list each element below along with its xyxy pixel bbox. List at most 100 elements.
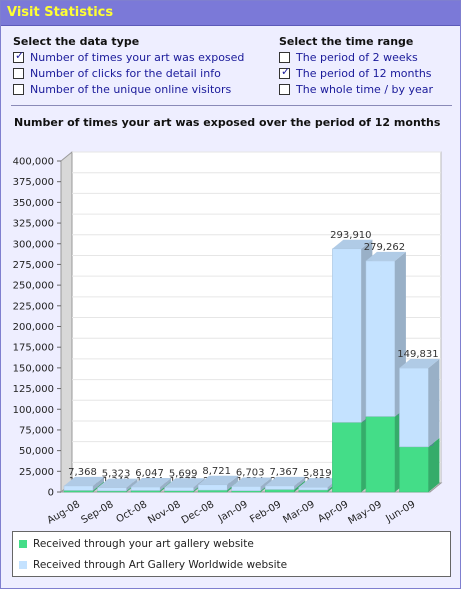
x-tick-label: Nov-08 <box>146 499 182 526</box>
y-tick-label: 75,000 <box>19 425 54 436</box>
bar-segment-side <box>294 480 306 492</box>
y-tick-label: 400,000 <box>13 157 54 168</box>
option-label: The period of 2 weeks <box>296 51 418 64</box>
option-label: Number of times your art was exposed <box>30 51 245 64</box>
option-times-exposed[interactable]: ✓ Number of times your art was exposed <box>13 49 245 65</box>
checkbox-unique-visitors[interactable] <box>13 84 24 95</box>
bar-segment <box>231 486 261 491</box>
option-unique-visitors[interactable]: Number of the unique online visitors <box>13 82 231 97</box>
bar-segment-side <box>428 359 440 447</box>
time-range-heading: Select the time range <box>279 35 414 48</box>
data-label-total: 6,047 <box>135 468 164 479</box>
bar-segment <box>265 485 295 490</box>
x-tick-label: Jun-09 <box>383 499 417 525</box>
y-tick-label: 375,000 <box>13 177 54 188</box>
bar-segment-top <box>265 476 306 486</box>
checkbox-detail-clicks[interactable] <box>13 68 24 79</box>
x-tick-label: Aug-08 <box>45 499 82 526</box>
bar-segment-side <box>126 478 138 491</box>
title-bar: Visit Statistics <box>1 1 460 26</box>
bar-segment <box>399 446 429 493</box>
option-12-months[interactable]: ✓ The period of 12 months <box>279 65 432 81</box>
y-tick-label: 225,000 <box>13 301 54 312</box>
bar-segment <box>332 248 362 423</box>
y-tick-label: 100,000 <box>13 405 54 416</box>
plot-side-wall <box>60 150 73 494</box>
bar-segment <box>164 487 194 491</box>
option-label: The period of 12 months <box>296 67 432 80</box>
checkbox-whole-time[interactable] <box>279 84 290 95</box>
x-tick-label: Feb-09 <box>248 499 283 526</box>
exposure-chart: 0 25,000 50,000 75,000 100,000 125,000 150,000… <box>13 150 443 527</box>
bar-segment-side <box>294 476 306 490</box>
bar-segment-top <box>131 477 172 487</box>
bar-segment-top <box>97 478 138 488</box>
bar-segment-top <box>164 478 205 488</box>
divider <box>11 105 452 106</box>
option-label: Number of the unique online visitors <box>30 83 232 96</box>
option-detail-clicks[interactable]: Number of clicks for the detail info <box>13 66 221 81</box>
data-label-total: 279,262 <box>364 242 405 253</box>
checkmark-icon: ✓ <box>15 49 25 62</box>
data-label-total: 5,699 <box>169 468 198 479</box>
data-label-total: 6,703 <box>236 467 265 478</box>
y-tick-label: 200,000 <box>13 322 54 333</box>
y-tick-label: 25,000 <box>19 467 54 478</box>
bar-segment <box>298 486 329 491</box>
option-whole-time[interactable]: The whole time / by year <box>279 82 433 97</box>
legend-item-gallery: Received through your art gallery websit… <box>19 538 254 550</box>
x-tick-label: Dec-08 <box>180 499 216 526</box>
legend-label-gallery: Received through your art gallery websit… <box>33 538 254 550</box>
legend-swatch-gallery <box>19 540 27 548</box>
data-label-total: 5,819 <box>303 468 332 479</box>
bar-segment <box>97 487 127 492</box>
bar-segment-top <box>332 239 373 249</box>
bar-segment <box>197 489 228 493</box>
bar-segment <box>332 422 362 493</box>
y-tick-label: 275,000 <box>13 260 54 271</box>
bar-segment-side <box>93 476 104 491</box>
bar-segment <box>63 485 94 491</box>
x-tick-label: Jan-09 <box>216 499 250 525</box>
x-tick-label: Mar-09 <box>281 499 316 526</box>
bar-segment-side <box>428 437 440 492</box>
bar-segment-top <box>231 477 272 487</box>
legend-label-worldwide: Received through Art Gallery Worldwide w… <box>33 559 288 571</box>
bar-segment-side <box>227 475 239 491</box>
checkbox-2-weeks[interactable] <box>279 52 290 63</box>
bar-segment-top <box>198 475 239 485</box>
x-tick-label: May-09 <box>347 499 384 527</box>
y-tick-label: 250,000 <box>13 281 54 292</box>
data-label-total: 8,721 <box>202 466 231 477</box>
bar-segment <box>365 260 396 417</box>
checkbox-12-months[interactable]: ✓ <box>279 65 290 79</box>
chart-legend: Received through your art gallery websit… <box>12 531 451 577</box>
bar-segment-top <box>399 359 440 369</box>
bar-segment-side <box>160 477 172 491</box>
chart-heading: Number of times your art was exposed ove… <box>14 116 441 129</box>
option-label: Number of clicks for the detail info <box>30 67 221 80</box>
bar-segment <box>130 486 161 491</box>
bar-segment-top <box>298 478 339 488</box>
bar-segment-side <box>93 481 104 492</box>
y-tick-label: 350,000 <box>13 198 54 209</box>
window-title: Visit Statistics <box>7 5 114 20</box>
data-label-total: 5,323 <box>102 469 131 480</box>
data-label-total: 7,368 <box>68 467 97 478</box>
y-tick-label: 50,000 <box>19 446 54 457</box>
option-label: The whole time / by year <box>296 83 434 96</box>
bar-segment-side <box>260 477 272 491</box>
bar-segment <box>298 489 329 493</box>
y-tick-label: 125,000 <box>13 384 54 395</box>
x-tick-label: Oct-08 <box>114 499 149 525</box>
bar-segment <box>399 367 429 448</box>
checkbox-times-exposed[interactable]: ✓ <box>13 49 25 63</box>
data-label-total: 149,831 <box>397 349 438 360</box>
bar-segment-top <box>365 251 406 261</box>
bar-segment <box>197 484 228 491</box>
data-label-total: 293,910 <box>330 230 371 241</box>
bar-segment <box>265 489 295 493</box>
y-tick-label: 0 <box>48 488 54 499</box>
option-2-weeks[interactable]: The period of 2 weeks <box>279 50 418 65</box>
